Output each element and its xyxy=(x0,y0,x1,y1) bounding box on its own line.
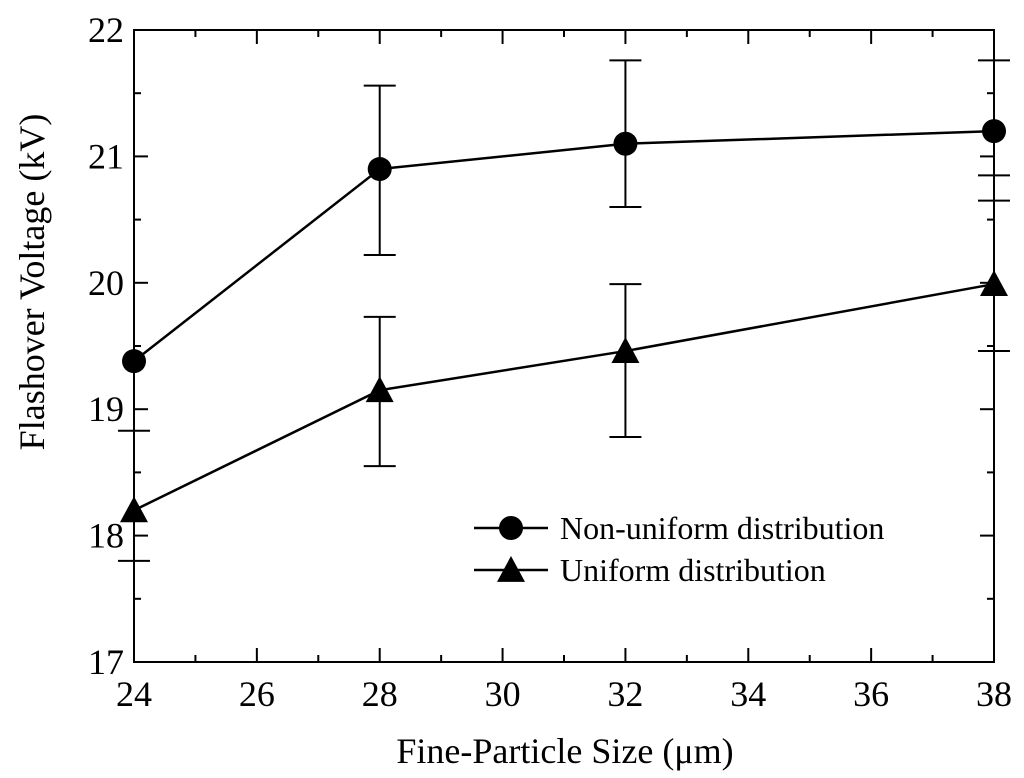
data-point-non-uniform xyxy=(613,131,638,156)
y-tick-label: 18 xyxy=(88,516,124,556)
x-tick-label: 28 xyxy=(362,674,398,714)
y-tick-label: 17 xyxy=(88,642,124,682)
legend-marker-non-uniform xyxy=(499,516,523,540)
y-axis-title: Flashover Voltage (kV) xyxy=(12,114,52,451)
series-line-uniform xyxy=(133,282,995,512)
x-tick-label: 38 xyxy=(976,674,1012,714)
y-tick-label: 20 xyxy=(88,263,124,303)
y-tick-label: 22 xyxy=(88,10,124,50)
series-line-non-uniform xyxy=(133,129,995,363)
data-point-non-uniform xyxy=(367,157,392,182)
data-point-non-uniform xyxy=(122,349,146,374)
data-point-uniform xyxy=(980,270,1008,296)
y-tick-label: 21 xyxy=(88,136,124,176)
data-point-non-uniform xyxy=(982,119,1006,144)
y-tick-label: 19 xyxy=(88,389,124,429)
data-point-uniform xyxy=(365,376,394,403)
x-tick-label: 30 xyxy=(485,674,521,714)
legend-marker-uniform xyxy=(497,556,525,582)
x-tick-label: 24 xyxy=(116,674,152,714)
x-tick-label: 34 xyxy=(730,674,766,714)
x-axis-title: Fine-Particle Size (μm) xyxy=(396,731,733,771)
data-point-uniform xyxy=(120,496,148,523)
x-tick-label: 32 xyxy=(607,674,643,714)
x-tick-label: 26 xyxy=(239,674,275,714)
legend: Non-uniform distribution Uniform distribu… xyxy=(474,510,884,588)
data-point-uniform xyxy=(611,337,640,363)
legend-label-non-uniform: Non-uniform distribution xyxy=(560,510,884,546)
x-tick-label: 36 xyxy=(853,674,889,714)
legend-label-uniform: Uniform distribution xyxy=(560,552,826,588)
